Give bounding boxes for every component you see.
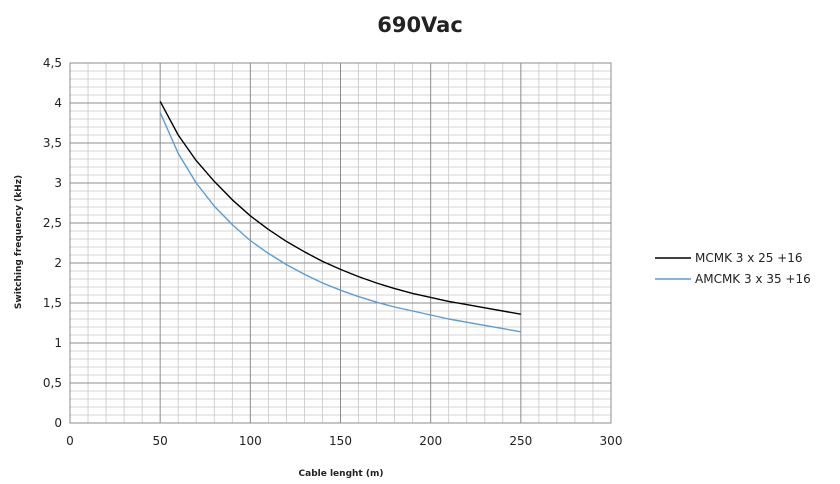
plot-area (69, 62, 612, 424)
y-axis-label: Switching frequency (kHz) (14, 175, 24, 309)
series-line-2 (159, 112, 521, 333)
chart-title: 690Vac (377, 13, 463, 37)
x-axis-label: Cable lenght (m) (299, 469, 384, 479)
y-tick-label: 0,5 (43, 376, 62, 390)
y-tick-label: 2,5 (43, 216, 62, 230)
y-tick-label: 3,5 (43, 136, 62, 150)
x-axis-ticks: 0 50 100 150 200 250 300 (66, 434, 622, 448)
y-axis-ticks: 0 0,5 1 1,5 2 2,5 3 3,5 4 4,5 (43, 56, 62, 430)
y-tick-label: 1 (54, 336, 62, 350)
x-tick-label: 0 (66, 434, 74, 448)
x-tick-label: 300 (600, 434, 623, 448)
major-gridlines (70, 63, 611, 423)
y-tick-label: 1,5 (43, 296, 62, 310)
y-tick-label: 4,5 (43, 56, 62, 70)
x-tick-label: 150 (329, 434, 352, 448)
legend-label-1: MCMK 3 x 25 +16 (695, 251, 803, 265)
legend-label-2: AMCMK 3 x 35 +16 (695, 272, 811, 286)
y-tick-label: 2 (54, 256, 62, 270)
series-line-1 (159, 101, 521, 315)
x-tick-label: 200 (419, 434, 442, 448)
x-tick-label: 50 (153, 434, 168, 448)
x-tick-label: 100 (239, 434, 262, 448)
y-tick-label: 0 (54, 416, 62, 430)
x-tick-label: 250 (509, 434, 532, 448)
legend: MCMK 3 x 25 +16 AMCMK 3 x 35 +16 (655, 251, 811, 286)
series-layer (159, 101, 521, 333)
y-tick-label: 4 (54, 96, 62, 110)
y-tick-label: 3 (54, 176, 62, 190)
